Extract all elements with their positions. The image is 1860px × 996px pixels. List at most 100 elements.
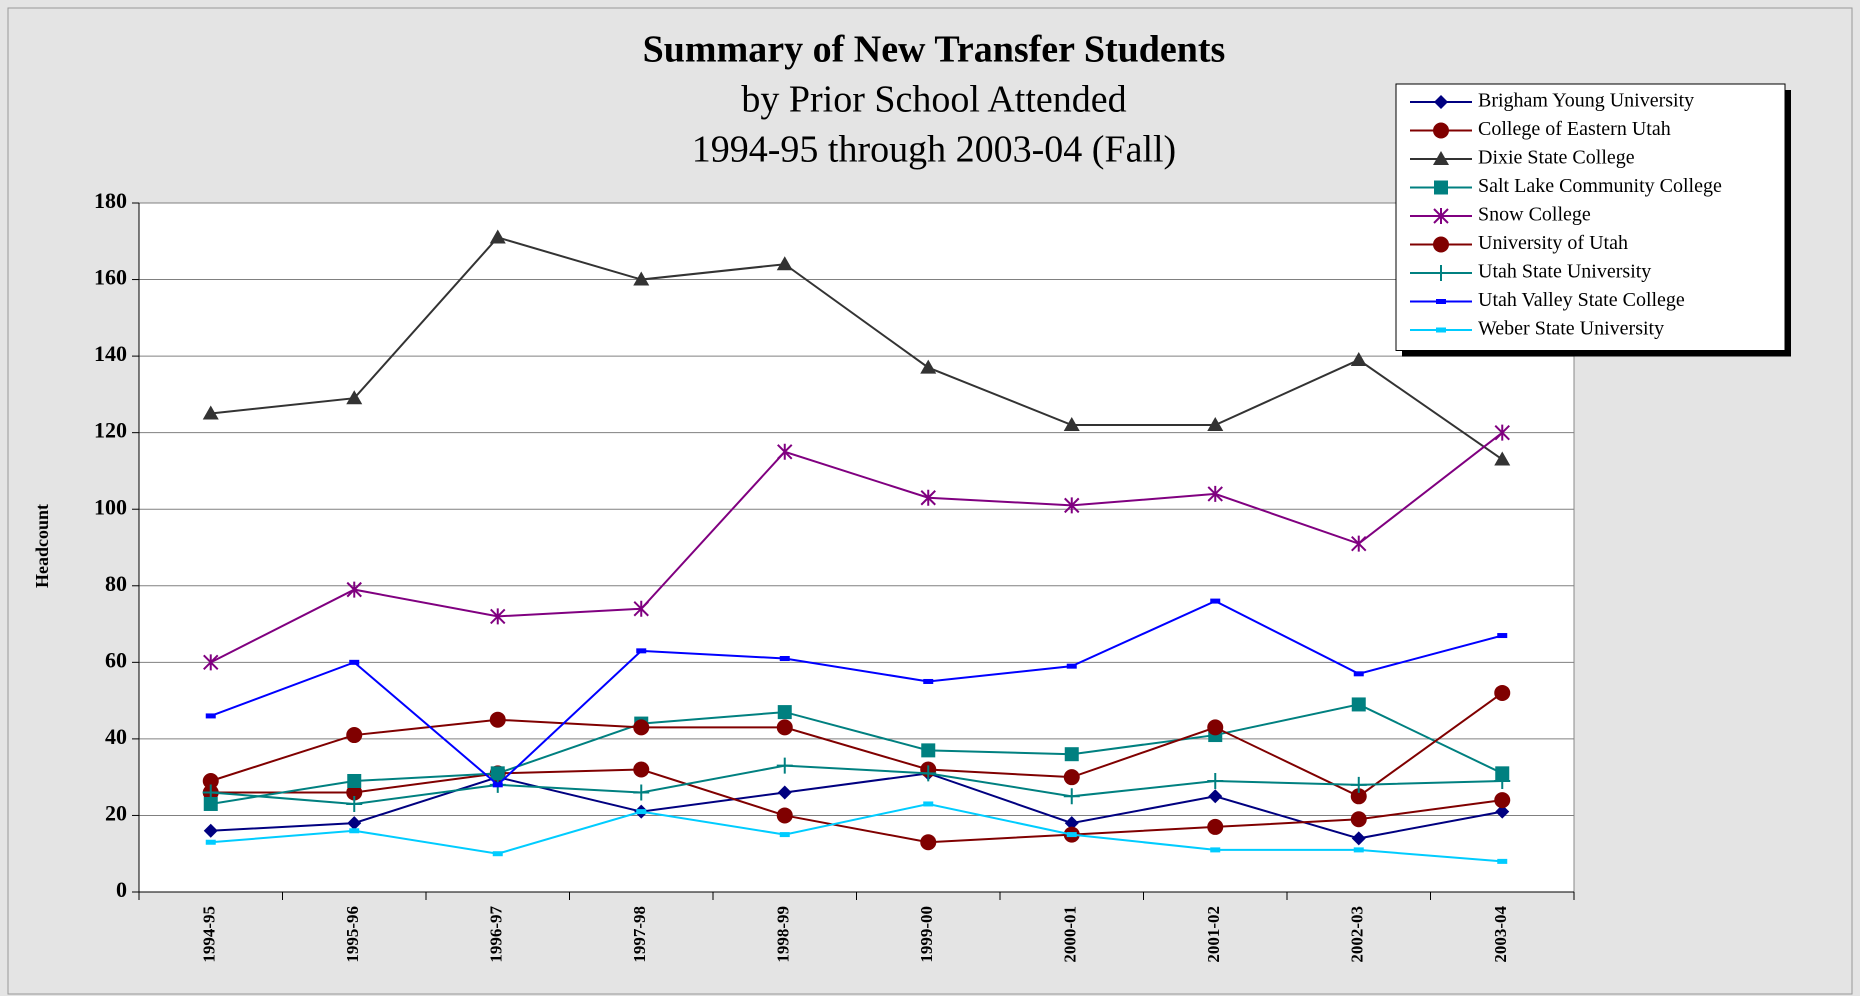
marker (1436, 299, 1446, 304)
marker (923, 678, 934, 684)
marker (1494, 684, 1511, 701)
x-tick-label: 1999-00 (917, 906, 936, 963)
marker (1063, 788, 1080, 805)
legend-label: College of Eastern Utah (1478, 118, 1671, 140)
marker (1207, 417, 1224, 432)
marker (1066, 832, 1077, 838)
marker (202, 405, 219, 420)
marker (203, 823, 218, 838)
marker (1495, 804, 1510, 819)
legend-label: Utah State University (1478, 261, 1651, 283)
chart-subtitle: 1994-95 through 2003-04 (Fall) (692, 129, 1176, 171)
marker (1494, 424, 1510, 441)
legend-label: Dixie State College (1478, 147, 1635, 169)
marker (1207, 485, 1223, 502)
y-tick-label: 60 (105, 647, 127, 672)
series-line (210, 764, 1503, 805)
y-tick-label: 100 (94, 494, 127, 519)
marker (1351, 697, 1366, 712)
marker (202, 772, 219, 789)
legend (1395, 83, 1786, 351)
marker (490, 766, 505, 781)
marker (1207, 818, 1224, 835)
x-tick-label: 2001-02 (1204, 906, 1223, 963)
x-tick-label: 1997-98 (630, 906, 649, 963)
marker (776, 757, 793, 774)
marker (633, 784, 650, 801)
chart-title: Summary of New Transfer Students (643, 29, 1226, 71)
series-line (210, 692, 1503, 798)
marker (1433, 208, 1449, 224)
marker (777, 705, 792, 720)
marker (490, 608, 506, 625)
marker (920, 765, 937, 782)
marker (1353, 847, 1364, 853)
marker (776, 256, 793, 271)
marker (633, 761, 650, 778)
marker (1494, 451, 1511, 466)
marker (1350, 811, 1367, 828)
series-line (210, 599, 1503, 787)
marker (1066, 663, 1077, 669)
x-tick-label: 1994-95 (200, 906, 219, 963)
marker (346, 795, 363, 812)
marker (492, 782, 503, 788)
marker (346, 784, 363, 801)
marker (1208, 789, 1223, 804)
marker (346, 390, 363, 405)
marker (1351, 831, 1366, 846)
marker (203, 796, 218, 811)
marker (1350, 788, 1367, 805)
marker (1433, 236, 1449, 253)
marker (633, 600, 649, 617)
chart-subtitle: by Prior School Attended (741, 79, 1126, 121)
marker (349, 659, 360, 665)
x-tick-label: 1995-96 (343, 906, 362, 963)
marker (492, 851, 503, 857)
series-line (210, 772, 1503, 840)
marker (347, 773, 362, 788)
y-tick-label: 180 (94, 188, 127, 213)
marker (923, 801, 934, 807)
marker (346, 581, 362, 598)
series-line (210, 431, 1503, 664)
plot-area (138, 202, 1575, 893)
marker (1433, 265, 1449, 281)
marker (203, 654, 219, 671)
series-line (210, 802, 1503, 863)
marker (777, 443, 793, 460)
marker (205, 713, 216, 719)
y-axis-label: Headcount (32, 504, 52, 588)
marker (1350, 351, 1367, 366)
marker (1433, 122, 1449, 139)
marker (1351, 535, 1367, 552)
y-tick-label: 120 (94, 418, 127, 443)
marker (1434, 180, 1448, 195)
marker (779, 656, 790, 662)
y-tick-label: 160 (94, 265, 127, 290)
marker (1210, 847, 1221, 853)
marker (1064, 497, 1080, 514)
y-tick-label: 20 (105, 800, 127, 825)
marker (776, 719, 793, 736)
legend-label: Weber State University (1478, 318, 1664, 340)
series-line (210, 236, 1503, 461)
y-tick-label: 0 (116, 877, 127, 902)
marker (1494, 792, 1511, 809)
marker (1350, 776, 1367, 793)
marker (636, 648, 647, 654)
legend-label: Salt Lake Community College (1478, 175, 1722, 197)
marker (779, 832, 790, 838)
marker (1494, 772, 1511, 789)
marker (920, 359, 937, 374)
marker (349, 828, 360, 834)
legend-label: University of Utah (1478, 232, 1628, 254)
legend-label: Utah Valley State College (1478, 289, 1685, 311)
marker (633, 271, 650, 286)
x-tick-label: 1996-97 (487, 906, 506, 963)
marker (1210, 598, 1221, 604)
marker (347, 816, 362, 831)
x-tick-label: 1998-99 (774, 906, 793, 963)
marker (1207, 772, 1224, 789)
